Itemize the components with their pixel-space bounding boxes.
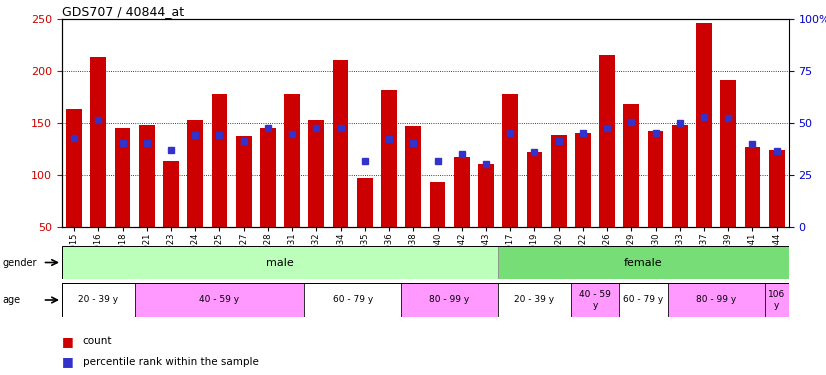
Text: 20 - 39 y: 20 - 39 y [78, 296, 118, 304]
Bar [526, 152, 543, 227]
Text: 106
y: 106 y [768, 290, 786, 310]
Text: 80 - 99 y: 80 - 99 y [696, 296, 736, 304]
Bar [498, 283, 571, 317]
Text: age: age [2, 295, 21, 305]
Bar [406, 126, 421, 227]
Bar [453, 157, 470, 227]
Bar [648, 131, 663, 227]
Bar [90, 57, 107, 227]
Bar [599, 55, 615, 227]
Text: 60 - 79 y: 60 - 79 y [333, 296, 373, 304]
Bar [381, 90, 397, 227]
Bar [430, 182, 445, 227]
Bar [551, 135, 567, 227]
Bar [502, 94, 518, 227]
Bar [575, 133, 591, 227]
Bar [696, 23, 712, 227]
Bar [139, 125, 154, 227]
Bar [401, 283, 498, 317]
Bar [765, 283, 789, 317]
Text: male: male [266, 258, 294, 267]
Bar [357, 178, 373, 227]
Bar [304, 283, 401, 317]
Bar [744, 147, 761, 227]
Text: 20 - 39 y: 20 - 39 y [515, 296, 554, 304]
Bar [284, 94, 300, 227]
Text: GDS707 / 40844_at: GDS707 / 40844_at [62, 4, 184, 18]
Bar [135, 283, 304, 317]
Bar [571, 283, 620, 317]
Bar [62, 283, 135, 317]
Bar [260, 128, 276, 227]
Bar [188, 120, 203, 227]
Bar [333, 60, 349, 227]
Bar [672, 125, 688, 227]
Bar [478, 164, 494, 227]
Text: ■: ■ [62, 356, 74, 368]
Text: 40 - 59 y: 40 - 59 y [199, 296, 240, 304]
Bar [115, 128, 131, 227]
Text: 60 - 79 y: 60 - 79 y [624, 296, 663, 304]
Text: gender: gender [2, 258, 37, 267]
Bar [720, 80, 736, 227]
Bar [211, 94, 227, 227]
Text: 40 - 59
y: 40 - 59 y [579, 290, 611, 310]
Text: count: count [83, 336, 112, 346]
Bar [163, 161, 179, 227]
Bar [667, 283, 765, 317]
Bar [235, 136, 252, 227]
Text: 80 - 99 y: 80 - 99 y [430, 296, 470, 304]
Bar [62, 246, 498, 279]
Bar [498, 246, 789, 279]
Text: percentile rank within the sample: percentile rank within the sample [83, 357, 259, 367]
Bar [308, 120, 325, 227]
Bar [769, 150, 785, 227]
Text: ■: ■ [62, 335, 74, 348]
Bar [620, 283, 667, 317]
Bar [624, 104, 639, 227]
Bar [66, 109, 82, 227]
Text: female: female [624, 258, 662, 267]
